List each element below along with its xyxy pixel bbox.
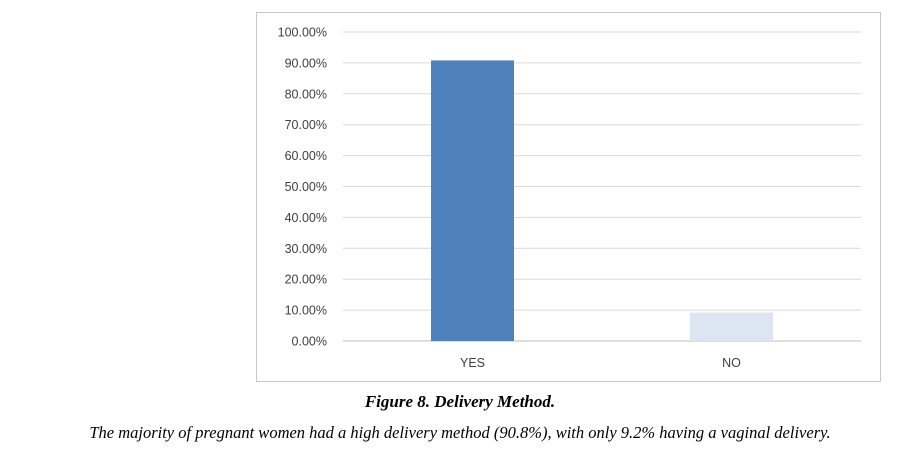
y-tick-label: 0.00% <box>292 335 327 349</box>
y-tick-label: 80.00% <box>285 87 327 101</box>
bar-chart: 0.00% 10.00% 20.00% 30.00% 40.00% 50.00% 60.00… <box>278 26 861 370</box>
gridlines <box>343 31 861 342</box>
y-tick-label: 70.00% <box>285 118 327 132</box>
y-tick-label: 30.00% <box>285 242 327 256</box>
figure-caption: The majority of pregnant women had a hig… <box>89 423 831 442</box>
y-tick-label: 20.00% <box>285 273 327 287</box>
figure-title: Figure 8. Delivery Method. <box>364 392 556 411</box>
y-tick-label: 60.00% <box>285 149 327 163</box>
bar-no <box>690 312 773 341</box>
bars <box>431 60 773 341</box>
x-axis-category-labels: YES NO <box>460 356 741 370</box>
bar-yes <box>431 60 514 341</box>
y-tick-label: 10.00% <box>285 304 327 318</box>
y-tick-label: 40.00% <box>285 211 327 225</box>
y-tick-label: 50.00% <box>285 180 327 194</box>
category-label-yes: YES <box>460 356 485 370</box>
y-axis-tick-labels: 0.00% 10.00% 20.00% 30.00% 40.00% 50.00% 60.00… <box>278 26 327 349</box>
y-tick-label: 90.00% <box>285 56 327 70</box>
chart-frame: 0.00% 10.00% 20.00% 30.00% 40.00% 50.00% 60.00… <box>256 12 881 382</box>
category-label-no: NO <box>722 356 741 370</box>
y-tick-label: 100.00% <box>278 26 327 40</box>
